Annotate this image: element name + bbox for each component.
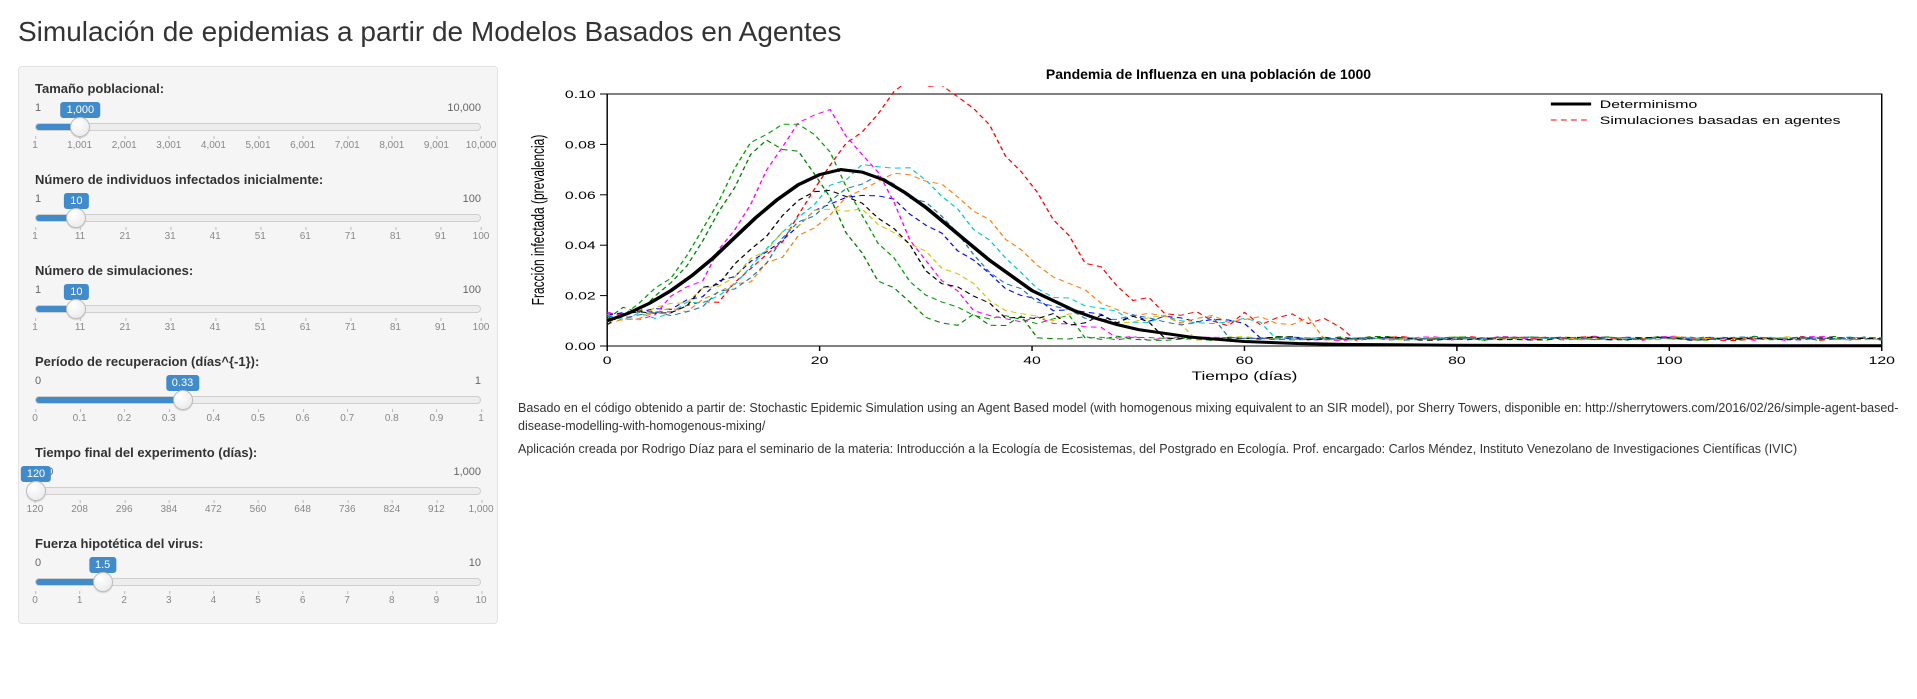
svg-text:20: 20 — [811, 354, 829, 366]
slider-tfinal: Tiempo final del experimento (días):1201… — [35, 445, 481, 518]
svg-text:0.06: 0.06 — [565, 189, 596, 201]
slider-pop: Tamaño poblacional:110,0001,00011,0012,0… — [35, 81, 481, 154]
chart-container: Pandemia de Influenza en una población d… — [518, 66, 1899, 386]
slider-ticks: 00.10.20.30.40.50.60.70.80.91 — [35, 413, 481, 427]
slider-value-tooltip: 120 — [21, 466, 51, 482]
svg-text:Determinismo: Determinismo — [1600, 98, 1697, 110]
slider-handle[interactable] — [93, 572, 113, 592]
svg-text:80: 80 — [1448, 354, 1466, 366]
svg-text:0.10: 0.10 — [565, 88, 596, 100]
slider-range-labels: 110,000 — [35, 102, 481, 114]
svg-text:Fracción infectada (prevalenci: Fracción infectada (prevalencia) — [530, 135, 549, 306]
slider-init_inf: Número de individuos infectados inicialm… — [35, 172, 481, 245]
slider-handle[interactable] — [26, 481, 46, 501]
svg-text:Simulaciones basadas en agente: Simulaciones basadas en agentes — [1600, 114, 1841, 126]
slider-track[interactable]: 10 — [35, 207, 481, 229]
slider-label: Número de simulaciones: — [35, 263, 481, 278]
slider-track[interactable]: 0.33 — [35, 389, 481, 411]
slider-handle[interactable] — [70, 117, 90, 137]
slider-ticks: 012345678910 — [35, 595, 481, 609]
slider-nsim: Número de simulaciones:11001011121314151… — [35, 263, 481, 336]
svg-text:0.02: 0.02 — [565, 290, 596, 302]
slider-recov: Período de recuperacion (días^{-1}):010.… — [35, 354, 481, 427]
slider-track[interactable]: 1.5 — [35, 571, 481, 593]
slider-value-tooltip: 1.5 — [89, 557, 116, 573]
footer-text: Basado en el código obtenido a partir de… — [518, 400, 1899, 459]
prevalence-chart: 0 20 40 60 80 100 120 0.00 0.02 0.04 0.06 0.08 0.10 T… — [518, 86, 1899, 386]
main-panel: Pandemia de Influenza en una población d… — [518, 66, 1899, 465]
main-layout: Tamaño poblacional:110,0001,00011,0012,0… — [18, 66, 1899, 624]
slider-range-labels: 1201,000 — [35, 466, 481, 478]
svg-text:0.08: 0.08 — [565, 139, 596, 151]
slider-range-labels: 1100 — [35, 193, 481, 205]
slider-value-tooltip: 10 — [64, 284, 88, 300]
svg-text:0: 0 — [603, 354, 612, 366]
slider-ticks: 1202082963844725606487368249121,000 — [35, 504, 481, 518]
slider-value-tooltip: 10 — [64, 193, 88, 209]
svg-text:120: 120 — [1869, 354, 1896, 366]
footer-source: Basado en el código obtenido a partir de… — [518, 400, 1899, 435]
controls-sidebar: Tamaño poblacional:110,0001,00011,0012,0… — [18, 66, 498, 624]
slider-value-tooltip: 1,000 — [61, 102, 101, 118]
slider-range-labels: 1100 — [35, 284, 481, 296]
svg-text:40: 40 — [1023, 354, 1041, 366]
slider-label: Fuerza hipotética del virus: — [35, 536, 481, 551]
slider-handle[interactable] — [173, 390, 193, 410]
slider-track[interactable]: 1,000 — [35, 116, 481, 138]
slider-handle[interactable] — [66, 299, 86, 319]
svg-text:100: 100 — [1656, 354, 1683, 366]
svg-text:0.04: 0.04 — [565, 240, 596, 252]
svg-text:0.00: 0.00 — [565, 340, 596, 352]
slider-value-tooltip: 0.33 — [166, 375, 199, 391]
svg-text:60: 60 — [1236, 354, 1254, 366]
slider-virus: Fuerza hipotética del virus:0101.5012345… — [35, 536, 481, 609]
slider-track[interactable]: 10 — [35, 298, 481, 320]
slider-label: Tamaño poblacional: — [35, 81, 481, 96]
slider-track[interactable]: 120 — [35, 480, 481, 502]
slider-ticks: 1112131415161718191100 — [35, 231, 481, 245]
svg-text:Tiempo (días): Tiempo (días) — [1192, 370, 1298, 383]
slider-ticks: 1112131415161718191100 — [35, 322, 481, 336]
slider-label: Número de individuos infectados inicialm… — [35, 172, 481, 187]
slider-handle[interactable] — [66, 208, 86, 228]
slider-label: Tiempo final del experimento (días): — [35, 445, 481, 460]
slider-range-labels: 01 — [35, 375, 481, 387]
slider-ticks: 11,0012,0013,0014,0015,0016,0017,0018,00… — [35, 140, 481, 154]
chart-title: Pandemia de Influenza en una población d… — [518, 66, 1899, 82]
page-title: Simulación de epidemias a partir de Mode… — [18, 16, 1899, 48]
footer-author: Aplicación creada por Rodrigo Díaz para … — [518, 441, 1899, 459]
slider-label: Período de recuperacion (días^{-1}): — [35, 354, 481, 369]
